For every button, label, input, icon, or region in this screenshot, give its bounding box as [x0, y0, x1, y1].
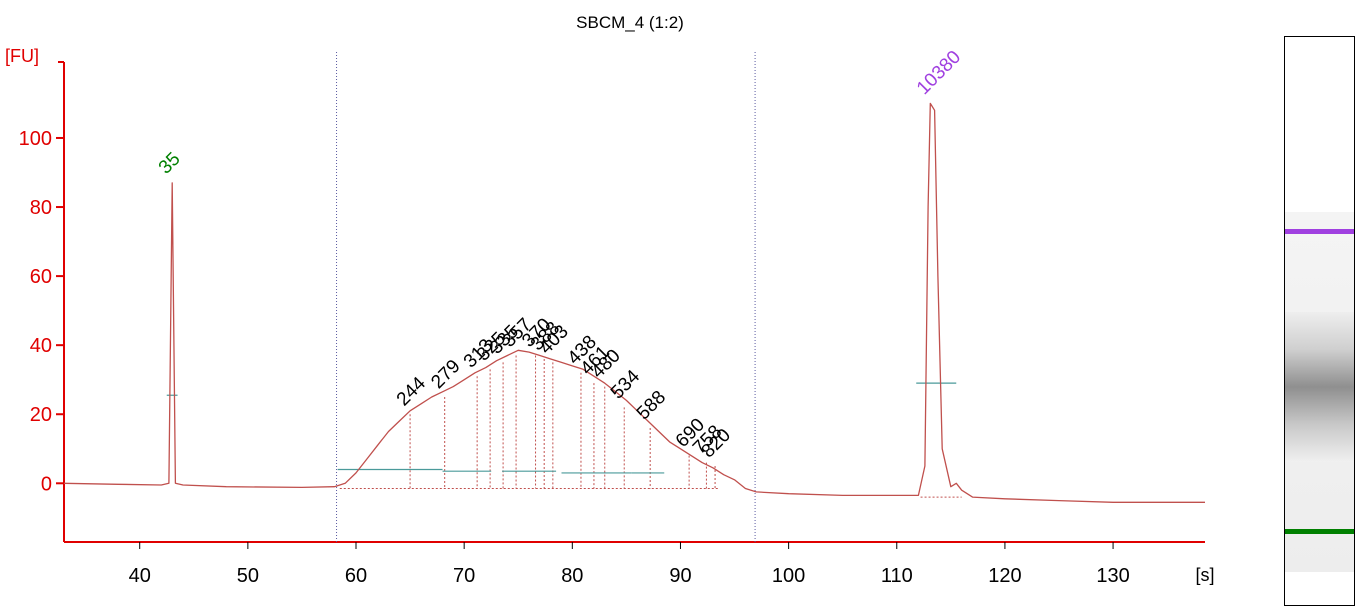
- marker-label: 10380: [913, 47, 965, 99]
- y-tick-label: 60: [30, 266, 52, 288]
- peak-size-label: 244: [393, 373, 431, 411]
- x-tick-label: 110: [881, 565, 913, 587]
- chart-title: SBCM_4 (1:2): [576, 13, 684, 32]
- x-axis-label: [s]: [1195, 565, 1214, 585]
- x-tick-label: 70: [453, 565, 475, 587]
- data-layer: [63, 102, 1205, 503]
- peak-label-layer: 3510380244279313325335357370388403438461…: [155, 47, 965, 462]
- y-tick-label: 0: [41, 473, 52, 495]
- peak-size-label: 588: [633, 387, 670, 424]
- gel-lane: [1285, 212, 1354, 572]
- x-tick-label: 100: [772, 565, 805, 587]
- x-tick-label: 90: [669, 565, 691, 587]
- gel-band-upper-marker: [1285, 229, 1354, 234]
- gel-band-lower-marker: [1285, 529, 1354, 534]
- gel-smear: [1285, 312, 1354, 462]
- electropherogram-chart: SBCM_4 (1:2) [FU] [s] 0 20 40 60 80 100 40 50 60…: [5, 13, 1215, 587]
- x-tick-label: 50: [237, 565, 259, 587]
- y-tick-label: 40: [30, 335, 52, 357]
- axes-layer: 0 20 40 60 80 100 40 50 60 70 80 90 100 110 120 130: [19, 52, 1205, 587]
- x-tick-label: 40: [129, 565, 151, 587]
- peak-size-label: 279: [427, 356, 464, 393]
- electropherogram-trace: [63, 102, 1205, 503]
- y-axis-label: [FU]: [5, 46, 39, 66]
- x-tick-label: 120: [988, 565, 1021, 587]
- y-tick-label: 100: [19, 128, 52, 150]
- x-tick-label: 80: [561, 565, 583, 587]
- gel-image-panel: [1284, 36, 1355, 606]
- marker-label: 35: [155, 149, 185, 179]
- y-tick-label: 80: [30, 197, 52, 219]
- x-tick-label: 60: [345, 565, 367, 587]
- x-tick-label: 130: [1096, 565, 1129, 587]
- y-tick-label: 20: [30, 404, 52, 426]
